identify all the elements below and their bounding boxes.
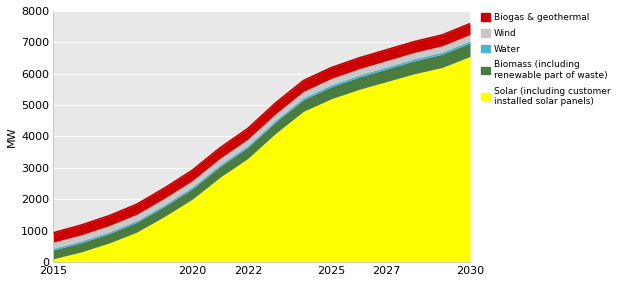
Legend: Biogas & geothermal, Wind, Water, Biomass (including
renewable part of waste), S: Biogas & geothermal, Wind, Water, Biomas… [479,10,614,109]
Y-axis label: MW: MW [7,126,17,147]
